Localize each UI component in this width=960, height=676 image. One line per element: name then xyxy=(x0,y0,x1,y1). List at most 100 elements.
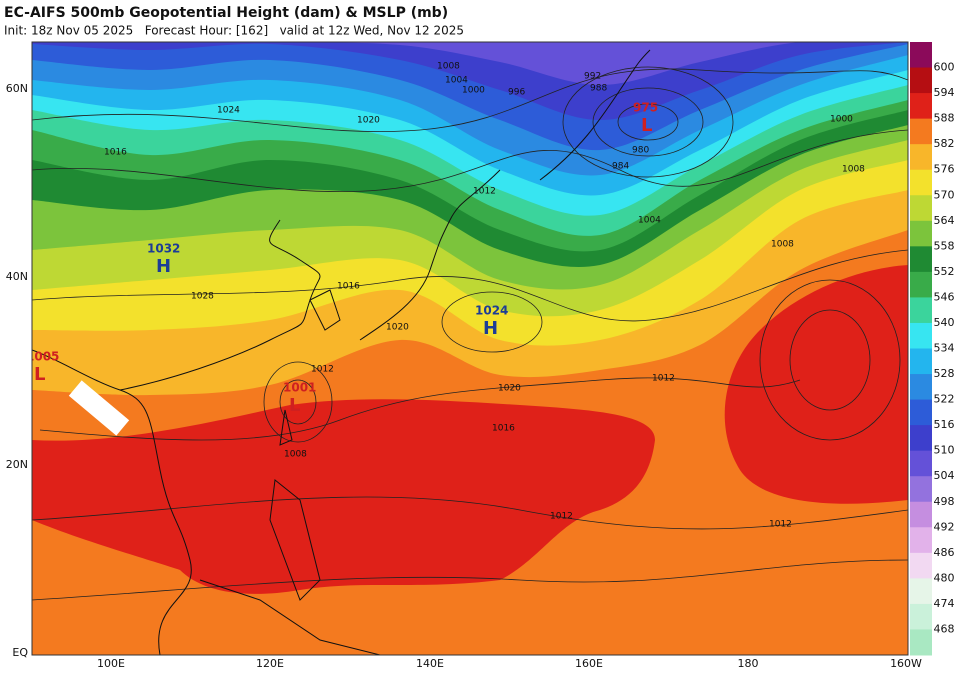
colorbar-label: 486 xyxy=(934,546,955,559)
colorbar-label: 576 xyxy=(934,163,955,176)
highway-shield xyxy=(68,380,130,436)
colorbar-swatch xyxy=(910,374,932,401)
lon-label: 180 xyxy=(738,657,759,670)
subtitle: Init: 18z Nov 05 2025 Forecast Hour: [16… xyxy=(4,24,464,38)
colorbar-swatch xyxy=(910,67,932,94)
isobar-label: 980 xyxy=(632,146,649,156)
colorbar-label: 498 xyxy=(934,495,955,508)
colorbar-swatch xyxy=(910,399,932,426)
lat-label: EQ xyxy=(12,646,28,659)
contour xyxy=(32,68,908,133)
contour xyxy=(562,66,734,178)
isobar-label: 1000 xyxy=(830,115,853,125)
height-band xyxy=(32,42,908,85)
coastline xyxy=(269,479,321,601)
colorbar-label: 474 xyxy=(934,597,955,610)
colorbar-label: 570 xyxy=(934,188,955,201)
colorbar-swatch xyxy=(910,220,932,247)
isobar-label: 1016 xyxy=(104,148,127,158)
low-value: 975 xyxy=(633,101,658,115)
isobar-label: 1012 xyxy=(769,520,792,530)
isobar-label: 1000 xyxy=(462,86,485,96)
low-value: 1005 xyxy=(26,350,59,364)
isobar-label: 1020 xyxy=(386,323,409,333)
contour xyxy=(759,279,901,441)
contour xyxy=(441,291,543,353)
low-letter: L xyxy=(34,364,45,385)
colorbar-label: 588 xyxy=(934,112,955,125)
contour xyxy=(32,496,908,530)
low-letter: L xyxy=(641,115,652,136)
map-frame xyxy=(31,41,909,656)
colorbar-swatch xyxy=(910,195,932,222)
colorbar-swatch xyxy=(910,93,932,120)
colorbar-swatch xyxy=(910,169,932,196)
colorbar-label: 522 xyxy=(934,393,955,406)
coastline xyxy=(309,289,341,331)
coastline xyxy=(359,169,501,341)
map-overlay: 1008 1004 1000 996 992 988 984 980 1024 … xyxy=(26,49,908,655)
lon-label: 120E xyxy=(256,657,284,670)
colorbar-label: 582 xyxy=(934,137,955,150)
contour xyxy=(32,129,908,193)
isobar-label: 1012 xyxy=(311,365,334,375)
coastline xyxy=(32,349,192,655)
colorbar-swatch xyxy=(910,629,932,656)
isobar-label: 1020 xyxy=(498,384,521,394)
coastline xyxy=(119,219,321,391)
contour xyxy=(617,103,679,141)
coastline xyxy=(539,49,651,181)
isobar-label: 992 xyxy=(584,72,601,82)
colorbar-label: 504 xyxy=(934,469,955,482)
low-value: 1001 xyxy=(283,381,316,395)
lon-label: 160W xyxy=(890,657,922,670)
colorbar-label: 594 xyxy=(934,86,955,99)
isobar-label: 1012 xyxy=(550,512,573,522)
high-value: 1024 xyxy=(475,304,508,318)
isobar-label: 1008 xyxy=(771,240,794,250)
low-letter: L xyxy=(289,395,300,416)
colorbar-label: 480 xyxy=(934,571,955,584)
colorbar: 600 594 588 582 576 570 564 558 552 546 540 534 528 5… xyxy=(910,42,955,656)
contour xyxy=(39,377,801,441)
high-value: 1032 xyxy=(147,242,180,256)
map xyxy=(32,42,908,655)
lon-label: 100E xyxy=(97,657,125,670)
colorbar-swatch xyxy=(910,118,932,145)
colorbar-swatch xyxy=(910,144,932,171)
colorbar-swatch xyxy=(910,322,932,349)
isobar-label: 996 xyxy=(508,88,525,98)
lat-label: 60N xyxy=(6,82,28,95)
colorbar-swatch xyxy=(910,603,932,630)
high-letter: H xyxy=(483,318,498,339)
lat-label: 40N xyxy=(6,270,28,283)
isobar-label: 1004 xyxy=(445,76,468,86)
isobar-label: 1016 xyxy=(337,282,360,292)
coastline xyxy=(279,409,293,446)
lon-label: 160E xyxy=(575,657,603,670)
isobar-label: 1008 xyxy=(842,165,865,175)
colorbar-swatch xyxy=(910,42,932,69)
isobar-label: 1024 xyxy=(217,106,240,116)
colorbar-label: 546 xyxy=(934,290,955,303)
colorbar-swatch xyxy=(910,425,932,452)
colorbar-swatch xyxy=(910,476,932,503)
isobar-label: 1012 xyxy=(473,187,496,197)
height-band xyxy=(724,265,908,504)
colorbar-swatch xyxy=(910,578,932,605)
isobar-label: 1008 xyxy=(437,62,460,72)
isobar-label: 1008 xyxy=(284,450,307,460)
contour xyxy=(32,249,908,322)
contour xyxy=(789,309,871,411)
isobar-label: 1012 xyxy=(652,374,675,384)
contour xyxy=(263,361,333,443)
colorbar-swatch xyxy=(910,450,932,477)
colorbar-label: 564 xyxy=(934,214,955,227)
colorbar-label: 552 xyxy=(934,265,955,278)
title: EC-AIFS 500mb Geopotential Height (dam) … xyxy=(4,5,448,21)
colorbar-label: 516 xyxy=(934,418,955,431)
contour xyxy=(592,87,704,157)
colorbar-label: 468 xyxy=(934,622,955,635)
colorbar-swatch xyxy=(910,527,932,554)
